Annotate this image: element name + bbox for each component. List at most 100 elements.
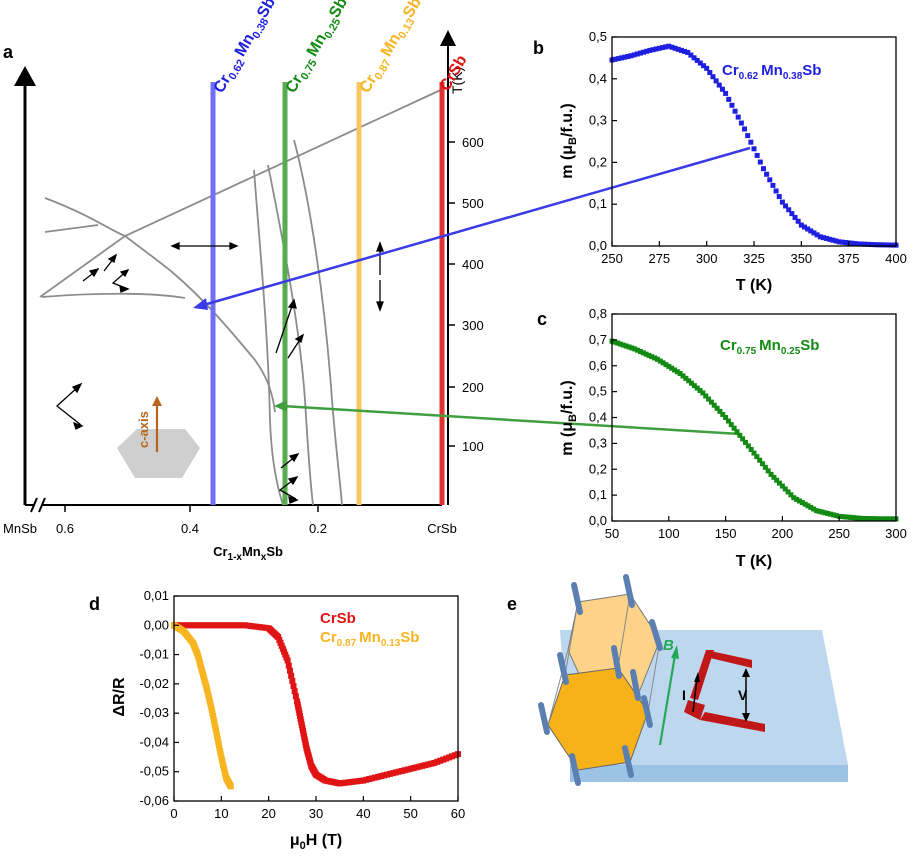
data-point <box>770 182 776 188</box>
data-point <box>773 188 779 194</box>
y-tick-label: 0,6 <box>589 358 607 373</box>
data-point <box>620 342 626 348</box>
data-point <box>643 351 649 357</box>
data-point <box>742 439 748 445</box>
data-point <box>828 511 834 517</box>
data-point <box>725 418 731 424</box>
data-point <box>691 55 697 61</box>
data-point <box>697 60 703 66</box>
data-point <box>748 139 754 145</box>
spin-arrow-icon <box>622 745 634 778</box>
data-point <box>285 662 292 669</box>
data-point <box>629 345 635 351</box>
x-tick-label: 300 <box>885 526 907 541</box>
panel-b-series-label: Cr0.62 Mn0.38Sb <box>722 62 821 82</box>
data-point <box>623 343 629 349</box>
data-point <box>292 693 299 700</box>
panel-label-a: a <box>3 42 14 62</box>
y-tick-label: 0,3 <box>589 435 607 450</box>
panel-d-legend-cr087: Cr0.87 Mn0.13Sb <box>320 629 419 649</box>
x-tick-label: 275 <box>648 251 670 266</box>
data-point <box>726 96 732 102</box>
panel-b-ticks: 250 275 300 325 350 375 400 0,0 0,1 0,2 0,3 0,4 0,5 <box>589 29 907 266</box>
data-point <box>816 508 822 514</box>
spin-arrow-icon <box>557 652 569 685</box>
data-point <box>691 383 697 389</box>
data-point <box>694 57 700 63</box>
panel-label-d: d <box>89 594 100 614</box>
data-point <box>641 49 647 55</box>
data-point <box>825 510 831 516</box>
data-point <box>817 234 823 240</box>
voltage-arrow-top-icon <box>742 668 750 677</box>
panel-d-legend-crsb: CrSb <box>320 610 356 627</box>
x-tick-label: 60 <box>451 806 465 821</box>
y-tick-label: 600 <box>462 135 484 150</box>
data-point <box>871 242 877 248</box>
data-point <box>288 672 295 679</box>
panel-label-b: b <box>533 38 544 58</box>
panel-b-x-axis-title: T (K) <box>736 277 772 294</box>
x-tick-label: 40 <box>356 806 370 821</box>
data-point <box>626 344 632 350</box>
y-tick-label: 500 <box>462 196 484 211</box>
y-tick-label: 0,5 <box>589 29 607 44</box>
data-point <box>723 90 729 96</box>
field-label: B <box>663 637 674 654</box>
x-tick-label: 300 <box>696 251 718 266</box>
data-point <box>745 443 751 449</box>
data-point <box>680 373 686 379</box>
right-axis-ticks <box>448 141 455 447</box>
x-tick-label: 400 <box>885 251 907 266</box>
composition-label-cr087: Cr0.87Mn0.13Sb <box>357 0 428 97</box>
data-point <box>808 504 814 510</box>
x-tick-label: 0 <box>170 806 177 821</box>
x-axis-title: Cr1-xMnxSb <box>213 544 283 563</box>
electrode-foot-icon <box>684 700 705 720</box>
y-tick-label: 0,2 <box>589 461 607 476</box>
data-point <box>795 218 801 224</box>
c-axis-label: c-axis <box>136 411 151 448</box>
y-tick-label: 0,01 <box>144 588 169 603</box>
data-point <box>711 402 717 408</box>
electrode-bottom-icon <box>700 712 765 732</box>
connector-arrow-blue-head-icon <box>193 298 208 310</box>
data-point <box>683 375 689 381</box>
y-tick-label: 0,00 <box>144 617 169 632</box>
panel-a-phase-diagram: a MnSb 0.6 0.4 0.2 CrSb Cr1-xMnxSb T(K) <box>3 0 751 563</box>
data-point <box>792 214 798 220</box>
data-point <box>634 51 640 57</box>
y-tick-label: 200 <box>462 380 484 395</box>
x-tick-label: 250 <box>601 251 623 266</box>
data-point <box>703 393 709 399</box>
data-point <box>779 483 785 489</box>
spin-arrow-icon <box>571 582 583 615</box>
data-point <box>290 683 297 690</box>
data-point <box>798 222 804 228</box>
data-point <box>659 45 665 51</box>
connector-arrow-green-head-icon <box>274 400 287 412</box>
x-tick-label: 10 <box>214 806 228 821</box>
data-point <box>628 53 634 59</box>
data-point <box>716 82 722 88</box>
connector-arrow-green <box>281 404 741 436</box>
data-point <box>748 447 754 453</box>
data-point <box>631 52 637 58</box>
data-point <box>852 241 858 247</box>
data-point <box>666 363 672 369</box>
data-point <box>757 457 763 463</box>
data-point <box>776 194 782 200</box>
data-point <box>782 486 788 492</box>
data-point <box>877 242 883 248</box>
connector-arrow-blue <box>199 146 751 308</box>
data-point <box>853 515 859 521</box>
voltage-label: V <box>738 687 748 703</box>
crystal-hexagon-icon <box>117 429 200 478</box>
data-point <box>729 102 735 108</box>
y-tick-label: 0,2 <box>589 154 607 169</box>
data-point <box>765 468 771 474</box>
data-point <box>796 498 802 504</box>
phase-boundaries <box>39 87 446 506</box>
spin-arrow-pair-large-icon <box>55 385 82 426</box>
data-point <box>768 471 774 477</box>
